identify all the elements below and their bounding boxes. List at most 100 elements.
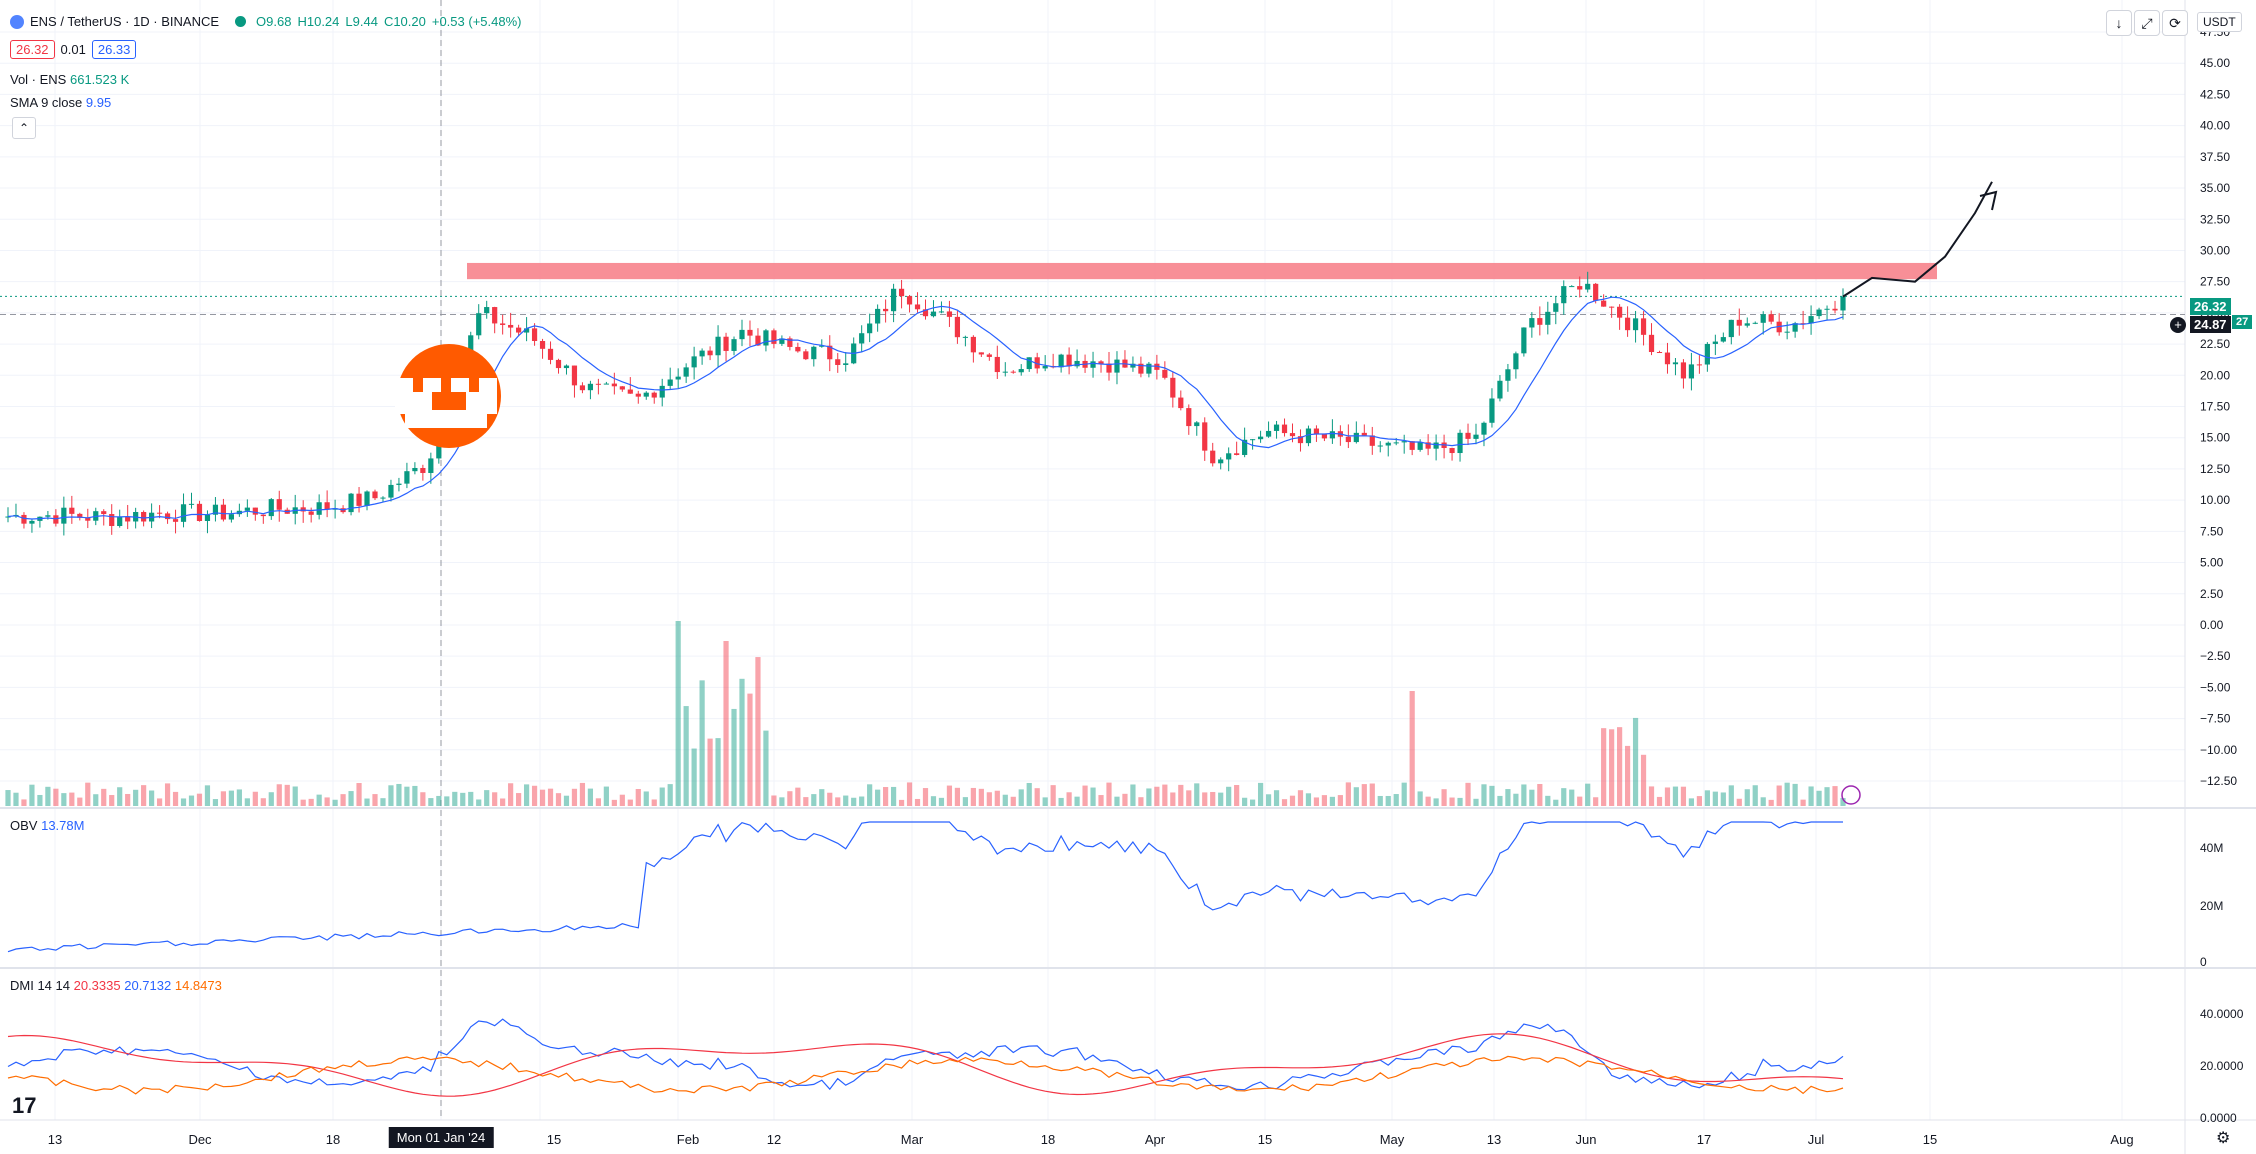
buy-button[interactable]: 26.33 bbox=[91, 40, 137, 59]
volume-bar bbox=[1385, 795, 1391, 806]
price-axis-label: 22.50 bbox=[2200, 337, 2230, 351]
volume-bar bbox=[348, 791, 354, 806]
collapse-legend-button[interactable]: ⌃ bbox=[12, 117, 36, 139]
volume-bar bbox=[707, 738, 713, 806]
volume-bar bbox=[396, 783, 402, 806]
maximize-button[interactable]: ⤢ bbox=[2134, 10, 2160, 36]
price-axis-label: 2.50 bbox=[2200, 587, 2224, 601]
candle-body bbox=[1074, 360, 1080, 367]
volume-bar bbox=[723, 641, 729, 806]
currency-button[interactable]: USDT bbox=[2197, 12, 2242, 32]
candle-body bbox=[1170, 377, 1176, 398]
volume-bar bbox=[1537, 783, 1543, 806]
volume-bar bbox=[1042, 797, 1048, 806]
volume-bar bbox=[1760, 797, 1766, 806]
candle-body bbox=[779, 338, 785, 344]
volume-bar bbox=[683, 706, 689, 806]
price-axis-label: −5.00 bbox=[2200, 680, 2231, 694]
candle-body bbox=[1720, 337, 1726, 342]
volume-bar bbox=[364, 798, 370, 806]
dmi-legend[interactable]: DMI 14 14 20.3335 20.7132 14.8473 bbox=[10, 978, 222, 993]
candle-body bbox=[1329, 431, 1335, 439]
time-axis-label: 13 bbox=[47, 1132, 63, 1147]
tradingview-logo-icon[interactable]: 17 bbox=[12, 1093, 37, 1118]
candle-body bbox=[372, 491, 378, 499]
volume-bar bbox=[1082, 785, 1088, 806]
volume-bar bbox=[747, 693, 753, 806]
volume-bar bbox=[547, 788, 554, 806]
candle-body bbox=[1377, 445, 1383, 447]
candle-body bbox=[819, 345, 825, 347]
volume-bar bbox=[922, 788, 929, 806]
candle-body bbox=[747, 329, 753, 336]
volume-bar bbox=[1138, 797, 1144, 806]
expand-icon: ⤢ bbox=[2141, 14, 2153, 31]
volume-bar bbox=[69, 792, 75, 806]
sma-legend[interactable]: SMA 9 close 9.95 bbox=[10, 95, 111, 110]
sell-button[interactable]: 26.32 bbox=[10, 40, 55, 59]
price-axis-label: −12.50 bbox=[2200, 774, 2237, 788]
volume-bar bbox=[460, 792, 466, 806]
candle-body bbox=[1768, 314, 1774, 322]
candle-body bbox=[883, 308, 889, 312]
time-axis-label: 17 bbox=[1696, 1132, 1712, 1147]
ens-symbol-icon bbox=[10, 14, 24, 29]
volume-bar bbox=[220, 791, 227, 806]
volume-bar bbox=[563, 795, 570, 806]
volume-bar bbox=[1624, 745, 1631, 806]
add-alert-icon[interactable]: + bbox=[2170, 317, 2186, 333]
candle-body bbox=[1058, 354, 1064, 368]
candle-body bbox=[1577, 286, 1583, 290]
volume-bar bbox=[212, 799, 219, 806]
obv-legend[interactable]: OBV 13.78M bbox=[10, 818, 84, 833]
candle-body bbox=[180, 504, 187, 522]
candle-body bbox=[1106, 363, 1112, 373]
whale-logo-icon bbox=[395, 344, 501, 448]
dmi-axis-label: 40.0000 bbox=[2200, 1007, 2244, 1021]
volume-bar bbox=[1784, 782, 1790, 806]
candle-body bbox=[484, 307, 490, 314]
settings-gear-icon[interactable]: ⚙ bbox=[2216, 1130, 2231, 1147]
candle-body bbox=[1018, 369, 1024, 373]
restore-button[interactable]: ⟳ bbox=[2162, 10, 2188, 36]
volume-bar bbox=[1776, 785, 1782, 806]
volume-bar bbox=[1449, 797, 1455, 806]
volume-bar bbox=[109, 795, 115, 806]
volume-bar bbox=[954, 787, 961, 806]
candle-body bbox=[898, 288, 905, 297]
volume-bar bbox=[1194, 783, 1200, 806]
volume-bar bbox=[659, 787, 665, 806]
time-axis-label: 15 bbox=[546, 1132, 562, 1147]
candle-body bbox=[1273, 424, 1280, 431]
candle-body bbox=[1194, 422, 1200, 427]
candle-body bbox=[1242, 439, 1248, 455]
volume-bar bbox=[1146, 788, 1152, 806]
candle-body bbox=[492, 307, 498, 324]
volume-bar bbox=[1329, 796, 1335, 806]
symbol-title[interactable]: ENS / TetherUS · 1D · BINANCE bbox=[30, 14, 220, 29]
volume-bar bbox=[1305, 793, 1312, 806]
volume-bar bbox=[1824, 787, 1830, 806]
candle-body bbox=[611, 383, 617, 387]
scroll-down-button[interactable]: ↓ bbox=[2106, 10, 2132, 36]
volume-bar bbox=[930, 796, 937, 806]
volume-bar bbox=[715, 738, 721, 806]
volume-legend-label: Vol · ENS bbox=[10, 72, 67, 87]
candle-body bbox=[731, 339, 737, 351]
candle-body bbox=[970, 336, 976, 353]
volume-bar bbox=[1656, 796, 1663, 806]
volume-bar bbox=[1098, 795, 1104, 806]
candle-body bbox=[571, 365, 578, 386]
volume-bar bbox=[1353, 787, 1359, 806]
candle-body bbox=[428, 458, 434, 473]
volume-bar bbox=[643, 791, 649, 806]
volume-legend[interactable]: Vol · ENS 661.523 K bbox=[10, 72, 129, 87]
volume-bar bbox=[1720, 792, 1726, 806]
candle-body bbox=[619, 386, 625, 390]
candle-body bbox=[1146, 363, 1152, 374]
volume-bar bbox=[1736, 798, 1742, 806]
candle-body bbox=[220, 504, 227, 520]
volume-bar bbox=[962, 797, 968, 806]
ohlc-high: H10.24 bbox=[297, 14, 340, 29]
